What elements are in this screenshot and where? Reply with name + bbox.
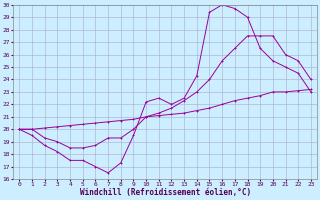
X-axis label: Windchill (Refroidissement éolien,°C): Windchill (Refroidissement éolien,°C)	[80, 188, 251, 197]
